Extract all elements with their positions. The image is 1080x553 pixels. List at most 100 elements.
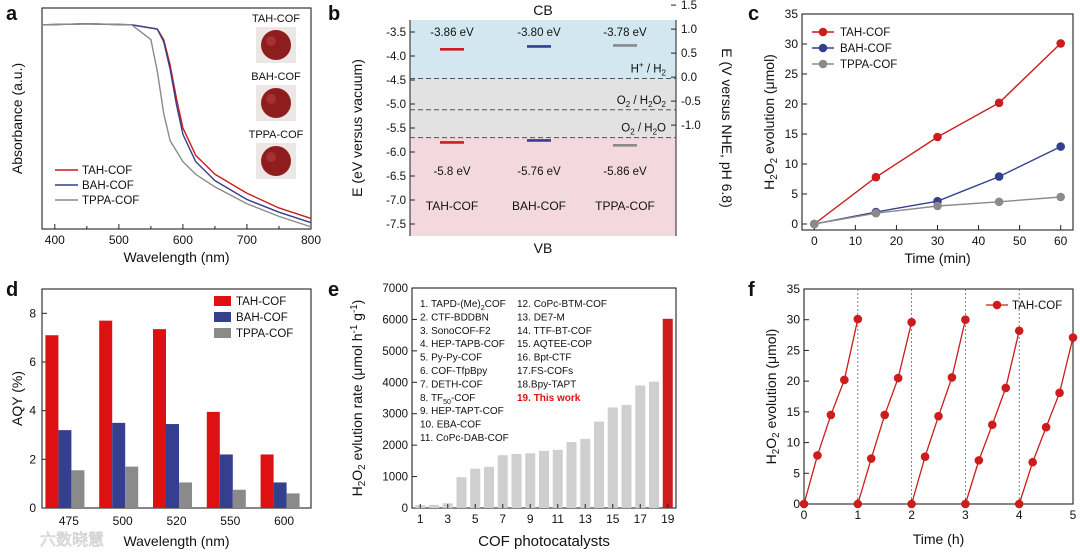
text-part: O <box>763 438 779 449</box>
text-part: O <box>621 123 630 135</box>
legend-label: TPPA-COF <box>82 195 139 207</box>
sample-photo-highlight <box>266 94 276 104</box>
data-point <box>880 410 890 420</box>
legend-label: BAH-COF <box>82 180 134 192</box>
legend-entry: 3. SonoCOF-F2 <box>420 326 491 337</box>
data-point <box>1056 39 1065 48</box>
bar <box>649 381 659 508</box>
bar <box>580 438 591 508</box>
x-tick-label: 800 <box>301 233 321 247</box>
data-point <box>961 499 970 509</box>
text-part: 2 <box>769 158 780 163</box>
x-tick-label: 700 <box>237 233 257 247</box>
text-part: -1 <box>349 325 360 334</box>
y-tick-label: 3000 <box>382 409 408 421</box>
legend-entry: 15. AQTEE-COP <box>517 339 592 350</box>
text-part: CoPc-BTM-COF <box>534 299 607 310</box>
text-part: ) <box>349 300 365 305</box>
left-tick-label: -5.0 <box>386 99 406 111</box>
text-part: 2 <box>481 305 485 312</box>
y-tick-label: 30 <box>785 37 799 51</box>
bar <box>179 482 192 508</box>
data-point <box>994 197 1004 207</box>
data-point <box>826 410 836 420</box>
text-part: COF <box>485 299 506 310</box>
x-tick-label: 5 <box>472 512 479 526</box>
right-tick-label: 1.5 <box>681 0 697 12</box>
text-part: TTF-BT-COF <box>534 326 592 337</box>
x-tick-label: 550 <box>220 514 240 528</box>
y-tick-label: 25 <box>785 67 799 81</box>
bar <box>552 449 563 508</box>
x-tick-label: 17 <box>634 512 648 526</box>
x-axis-label: Wavelength (nm) <box>123 249 229 265</box>
text-part: This work <box>534 393 581 404</box>
text-part: 2 <box>662 100 667 109</box>
data-point <box>1014 499 1024 509</box>
x-tick-label: 11 <box>552 512 565 526</box>
text-part: Bpt-CTF <box>534 353 572 364</box>
text-part: H <box>631 64 639 76</box>
text-part: CTF-BDDBN <box>431 312 489 323</box>
y-axis-label: H2O2 evlution rate (μmol h-1 g-1) <box>349 300 368 497</box>
x-axis-label: Time (min) <box>904 250 970 266</box>
text-part: / H <box>630 95 648 107</box>
legend-entry: 5. Py-Py-COF <box>420 353 482 364</box>
text-part: / H <box>644 64 662 76</box>
y-tick-label: 0 <box>402 503 408 515</box>
x-tick-label: 0 <box>811 234 818 248</box>
y-tick-label: 2000 <box>382 440 408 452</box>
x-tick-label: 9 <box>527 512 534 526</box>
vb-value-label: -5.86 eV <box>603 166 647 178</box>
left-tick-label: -4.5 <box>386 75 406 87</box>
panel-letter: d <box>6 279 18 301</box>
panel-letter: a <box>6 3 18 25</box>
text-part: 10. <box>420 420 437 431</box>
bar <box>539 450 549 508</box>
legend-entry: 9. HEP-TAPT-COF <box>420 406 504 417</box>
y-tick-label: 5 <box>793 466 800 480</box>
cb-value-label: -3.86 eV <box>430 27 474 39</box>
left-tick-label: -7.0 <box>386 195 406 207</box>
text-part: 2 <box>653 128 658 137</box>
panel-b: -3.5 -4.0 -4.5 -5.0 -5.5 -6.0 -6.5 -7.0 -7.5 -1.0… <box>349 0 735 256</box>
legend-label: BAH-COF <box>236 312 288 324</box>
text-part: 2 <box>771 449 782 454</box>
bar <box>566 442 577 508</box>
x-tick-label: 600 <box>173 233 193 247</box>
text-part: CoPc-DAB-COF <box>436 433 509 444</box>
text-part: 12. <box>517 299 534 310</box>
left-tick-label: -3.5 <box>386 27 406 39</box>
legend-entry: 4. HEP-TAPB-COF <box>420 339 505 350</box>
y-tick-label: 7000 <box>382 283 408 295</box>
legend-swatch <box>214 296 231 306</box>
y-tick-label: 0 <box>29 501 36 515</box>
legend-entry: 10. EBA-COF <box>420 420 481 431</box>
bar <box>497 455 508 508</box>
sample-photo <box>261 88 291 118</box>
bar <box>429 504 439 508</box>
y-tick-label: 10 <box>785 157 799 171</box>
y-axis-label: H2O2 evolution (μmol) <box>763 329 782 465</box>
y-tick-label: 8 <box>29 306 36 320</box>
legend-swatch <box>214 312 231 322</box>
y-tick-label: 6 <box>29 355 36 369</box>
sample-photo <box>261 30 291 60</box>
right-tick-label: 1.0 <box>681 24 697 36</box>
legend-marker <box>818 43 828 53</box>
material-label: TPPA-COF <box>595 199 655 213</box>
x-tick-label: 10 <box>849 234 863 248</box>
data-point <box>866 454 876 463</box>
data-point <box>853 499 863 509</box>
data-point <box>933 201 942 211</box>
bar <box>153 329 166 508</box>
text-part: 7. <box>420 379 431 390</box>
text-part: 4. <box>420 339 431 350</box>
data-point <box>947 373 957 382</box>
cb-value-label: -3.78 eV <box>603 27 647 39</box>
text-part: AQTEE-COP <box>533 339 592 350</box>
left-tick-label: -7.5 <box>386 219 406 231</box>
text-part: 2 <box>357 464 368 469</box>
